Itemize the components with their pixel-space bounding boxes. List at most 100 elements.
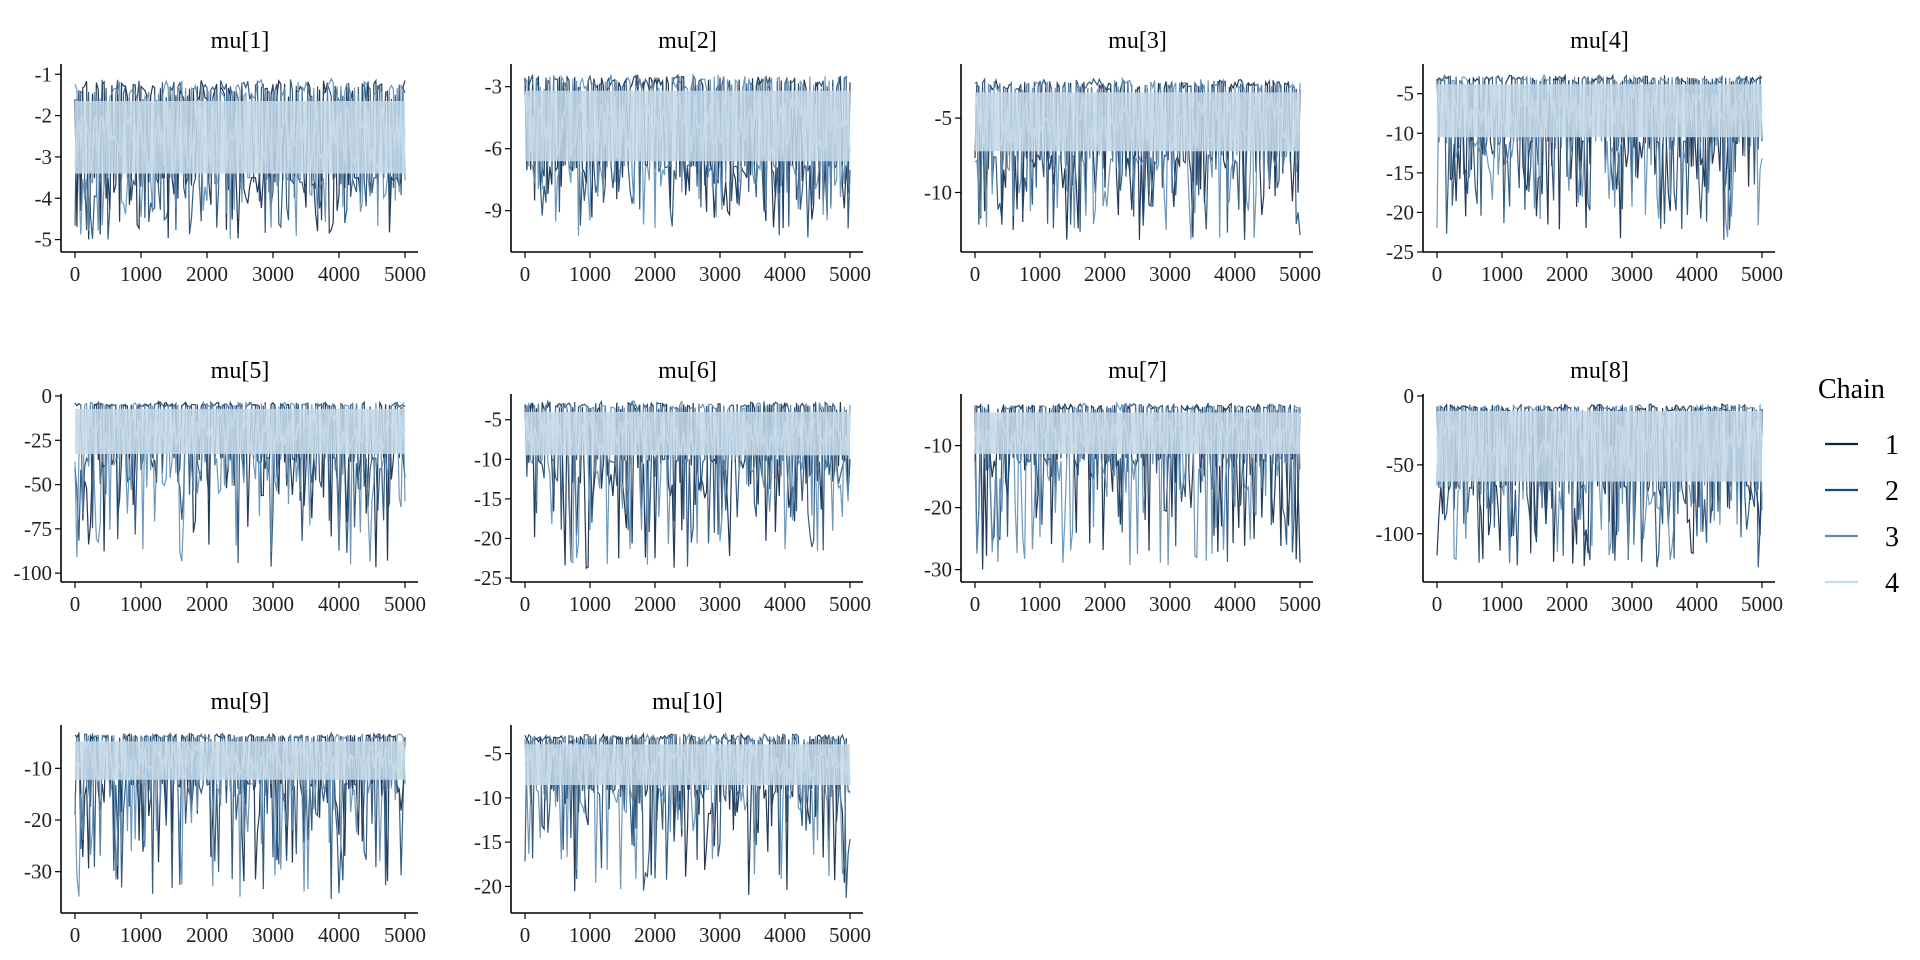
panel-1: mu[1] 0 1000 2000 3000 4000 5000 -1 -2 -3 -4 -5 [35, 28, 427, 286]
y-tick-label: -10 [24, 756, 52, 780]
x-tick-label: 2000 [186, 262, 228, 286]
trace-band-body [75, 741, 405, 780]
x-tick-label: 3000 [699, 592, 741, 616]
y-tick-label: -25 [1386, 240, 1414, 264]
y-tick-label: -20 [924, 496, 952, 520]
panel-3: mu[3] 0 1000 2000 3000 4000 5000 -5 -10 [924, 28, 1321, 286]
x-tick-label: 3000 [1611, 592, 1653, 616]
panel-5: mu[5] 0 1000 2000 3000 4000 5000 0 -25 -50 -75 -100 [14, 358, 427, 616]
x-tick-label: 0 [1432, 592, 1443, 616]
x-tick-label: 0 [1432, 262, 1443, 286]
x-tick-label: 0 [70, 592, 81, 616]
x-tick-label: 5000 [829, 592, 871, 616]
panel-title: mu[1] [211, 28, 270, 54]
x-tick-label: 0 [70, 262, 81, 286]
x-tick-label: 4000 [1214, 592, 1256, 616]
y-tick-label: -3 [485, 75, 503, 99]
panel-title: mu[5] [211, 358, 270, 384]
legend-label-chain-4: 4 [1885, 568, 1899, 599]
y-tick-label: -2 [35, 104, 53, 128]
trace-band-body [525, 90, 850, 162]
y-tick-label: -5 [935, 106, 953, 130]
x-tick-label: 2000 [186, 923, 228, 947]
panel-6: mu[6] 0 1000 2000 3000 4000 5000 -5 -10 -15 -20 -25 [474, 358, 871, 616]
trace-chain-3 [74, 77, 406, 240]
x-tick-label: 5000 [384, 262, 426, 286]
panel-2: mu[2] 0 1000 2000 3000 4000 5000 -3 -6 -9 [485, 28, 872, 286]
trace-chain-3 [524, 74, 851, 236]
x-tick-label: 2000 [1084, 262, 1126, 286]
y-tick-label: -3 [35, 145, 53, 169]
panel-title: mu[7] [1108, 358, 1167, 384]
y-tick-label: -15 [474, 830, 502, 854]
x-tick-label: 4000 [1214, 262, 1256, 286]
y-tick-label: -10 [924, 180, 952, 204]
x-tick-label: 0 [970, 262, 981, 286]
panel-7: mu[7] 0 1000 2000 3000 4000 5000 -10 -20 -30 [924, 358, 1321, 616]
trace-chain-3 [74, 401, 406, 565]
x-tick-label: 5000 [1279, 262, 1321, 286]
y-tick-label: -20 [474, 874, 502, 898]
legend-label-chain-1: 1 [1885, 430, 1899, 461]
y-tick-label: -5 [485, 408, 503, 432]
x-tick-label: 3000 [1149, 592, 1191, 616]
y-tick-label: -30 [24, 860, 52, 884]
y-tick-label: -30 [924, 558, 952, 582]
trace-band-body [1437, 84, 1762, 138]
x-tick-label: 4000 [1676, 262, 1718, 286]
legend-label-chain-2: 2 [1885, 476, 1899, 507]
panel-title: mu[2] [658, 28, 717, 54]
legend-label-chain-3: 3 [1885, 522, 1899, 553]
y-tick-label: -20 [1386, 200, 1414, 224]
y-tick-label: -10 [474, 447, 502, 471]
y-tick-label: -15 [1386, 161, 1414, 185]
panel-title: mu[6] [658, 358, 717, 384]
x-tick-label: 3000 [252, 592, 294, 616]
x-tick-label: 2000 [634, 262, 676, 286]
y-tick-label: -50 [1386, 453, 1414, 477]
panel-title: mu[10] [652, 689, 723, 715]
trace-band-body [525, 411, 850, 456]
x-tick-label: 3000 [252, 923, 294, 947]
trace-band-body [75, 408, 405, 454]
x-tick-label: 1000 [120, 592, 162, 616]
y-tick-label: -6 [485, 137, 503, 161]
x-tick-label: 4000 [318, 923, 360, 947]
x-tick-label: 2000 [1084, 592, 1126, 616]
x-tick-label: 5000 [384, 592, 426, 616]
x-tick-label: 5000 [1741, 592, 1783, 616]
x-tick-label: 3000 [699, 923, 741, 947]
y-tick-label: -20 [24, 808, 52, 832]
legend-title: Chain [1818, 374, 1885, 405]
x-tick-label: 5000 [1741, 262, 1783, 286]
x-tick-label: 1000 [569, 923, 611, 947]
y-tick-label: -10 [1386, 121, 1414, 145]
panel-title: mu[8] [1570, 358, 1629, 384]
x-tick-label: 4000 [764, 262, 806, 286]
trace-band-body [975, 412, 1300, 454]
y-tick-label: -10 [924, 434, 952, 458]
x-tick-label: 1000 [120, 923, 162, 947]
x-tick-label: 1000 [1481, 592, 1523, 616]
x-tick-label: 4000 [318, 262, 360, 286]
x-tick-label: 4000 [764, 923, 806, 947]
x-tick-label: 1000 [569, 262, 611, 286]
x-tick-label: 0 [520, 262, 531, 286]
trace-band-body [75, 101, 405, 174]
y-tick-label: -1 [35, 62, 53, 86]
trace-band-body [975, 92, 1300, 152]
panel-9: mu[9] 0 1000 2000 3000 4000 5000 -10 -20 -30 [24, 689, 426, 947]
y-tick-label: -5 [1397, 82, 1415, 106]
x-tick-label: 0 [520, 592, 531, 616]
y-tick-label: -100 [14, 561, 53, 585]
x-tick-label: 1000 [569, 592, 611, 616]
x-tick-label: 3000 [1149, 262, 1191, 286]
trace-chain-3 [1436, 73, 1763, 238]
panel-title: mu[4] [1570, 28, 1629, 54]
y-tick-label: -5 [485, 742, 503, 766]
y-tick-label: -15 [474, 487, 502, 511]
y-tick-label: -5 [35, 228, 53, 252]
y-tick-label: -20 [474, 526, 502, 550]
